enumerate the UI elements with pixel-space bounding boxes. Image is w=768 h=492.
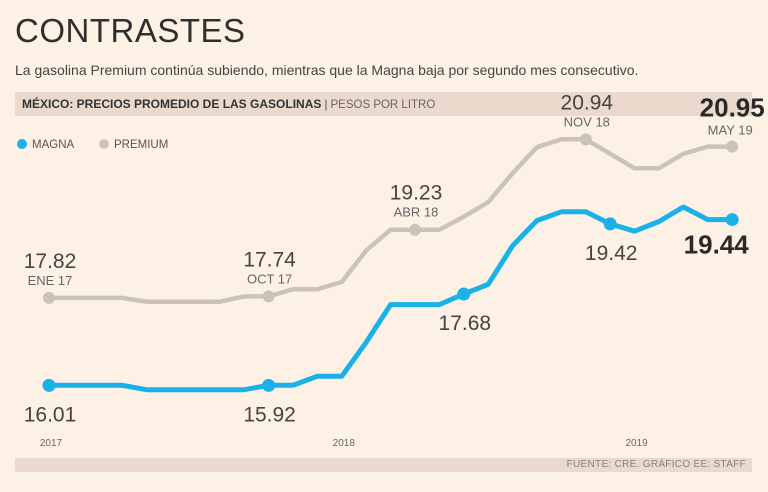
legend-premium-marker <box>99 139 109 149</box>
point-premium-9 <box>262 290 275 303</box>
label-premium-date-22: NOV 18 <box>564 114 610 129</box>
label-premium-value-22: 20.94 <box>561 91 614 114</box>
legend-magna-label: MAGNA <box>32 139 75 151</box>
series-premium-line <box>46 137 735 304</box>
label-premium-value-28: 20.95 <box>700 93 765 123</box>
point-magna-17 <box>457 287 471 301</box>
chart-title: CONTRASTES <box>15 12 246 49</box>
x-tick-2018: 2018 <box>333 438 356 449</box>
chart-subtitle: La gasolina Premium continúa subiendo, m… <box>15 62 639 78</box>
band-title: MÉXICO: PRECIOS PROMEDIO DE LAS GASOLINA… <box>22 97 322 111</box>
x-tick-2019: 2019 <box>625 438 648 449</box>
label-magna-value-9: 15.92 <box>243 403 296 426</box>
point-premium-0 <box>43 291 55 304</box>
chart-header-band: MÉXICO: PRECIOS PROMEDIO DE LAS GASOLINA… <box>15 92 752 116</box>
label-premium-value-0: 17.82 <box>24 250 77 273</box>
point-magna-9 <box>262 378 276 392</box>
point-magna-0 <box>42 378 56 392</box>
legend-premium-label: PREMIUM <box>114 139 168 151</box>
label-premium-value-9: 17.74 <box>243 248 296 271</box>
point-premium-15 <box>409 223 421 236</box>
source-text: FUENTE: CRE. GRÁFICO EE: STAFF <box>566 459 746 470</box>
x-tick-2017: 2017 <box>40 438 63 449</box>
label-premium-date-0: ENE 17 <box>28 273 73 288</box>
point-premium-22 <box>579 133 592 146</box>
label-premium-value-15: 19.23 <box>390 182 443 205</box>
label-magna-value-0: 16.01 <box>24 403 77 426</box>
legend-magna-marker <box>17 139 27 149</box>
label-premium-date-15: ABR 18 <box>394 205 439 220</box>
label-magna-value-17: 17.68 <box>439 312 492 335</box>
point-premium-28 <box>726 140 739 153</box>
source-footer: FUENTE: CRE. GRÁFICO EE: STAFF <box>15 458 752 472</box>
point-magna-28 <box>725 213 739 227</box>
label-magna-value-23: 19.42 <box>585 242 638 265</box>
point-magna-23 <box>603 217 617 231</box>
label-premium-date-9: OCT 17 <box>247 271 292 286</box>
label-magna-value-28: 19.44 <box>684 230 750 260</box>
band-separator: | <box>324 97 328 111</box>
label-premium-date-28: MAY 19 <box>708 123 753 138</box>
series-magna-line <box>46 204 735 393</box>
band-unit: PESOS POR LITRO <box>330 99 436 111</box>
